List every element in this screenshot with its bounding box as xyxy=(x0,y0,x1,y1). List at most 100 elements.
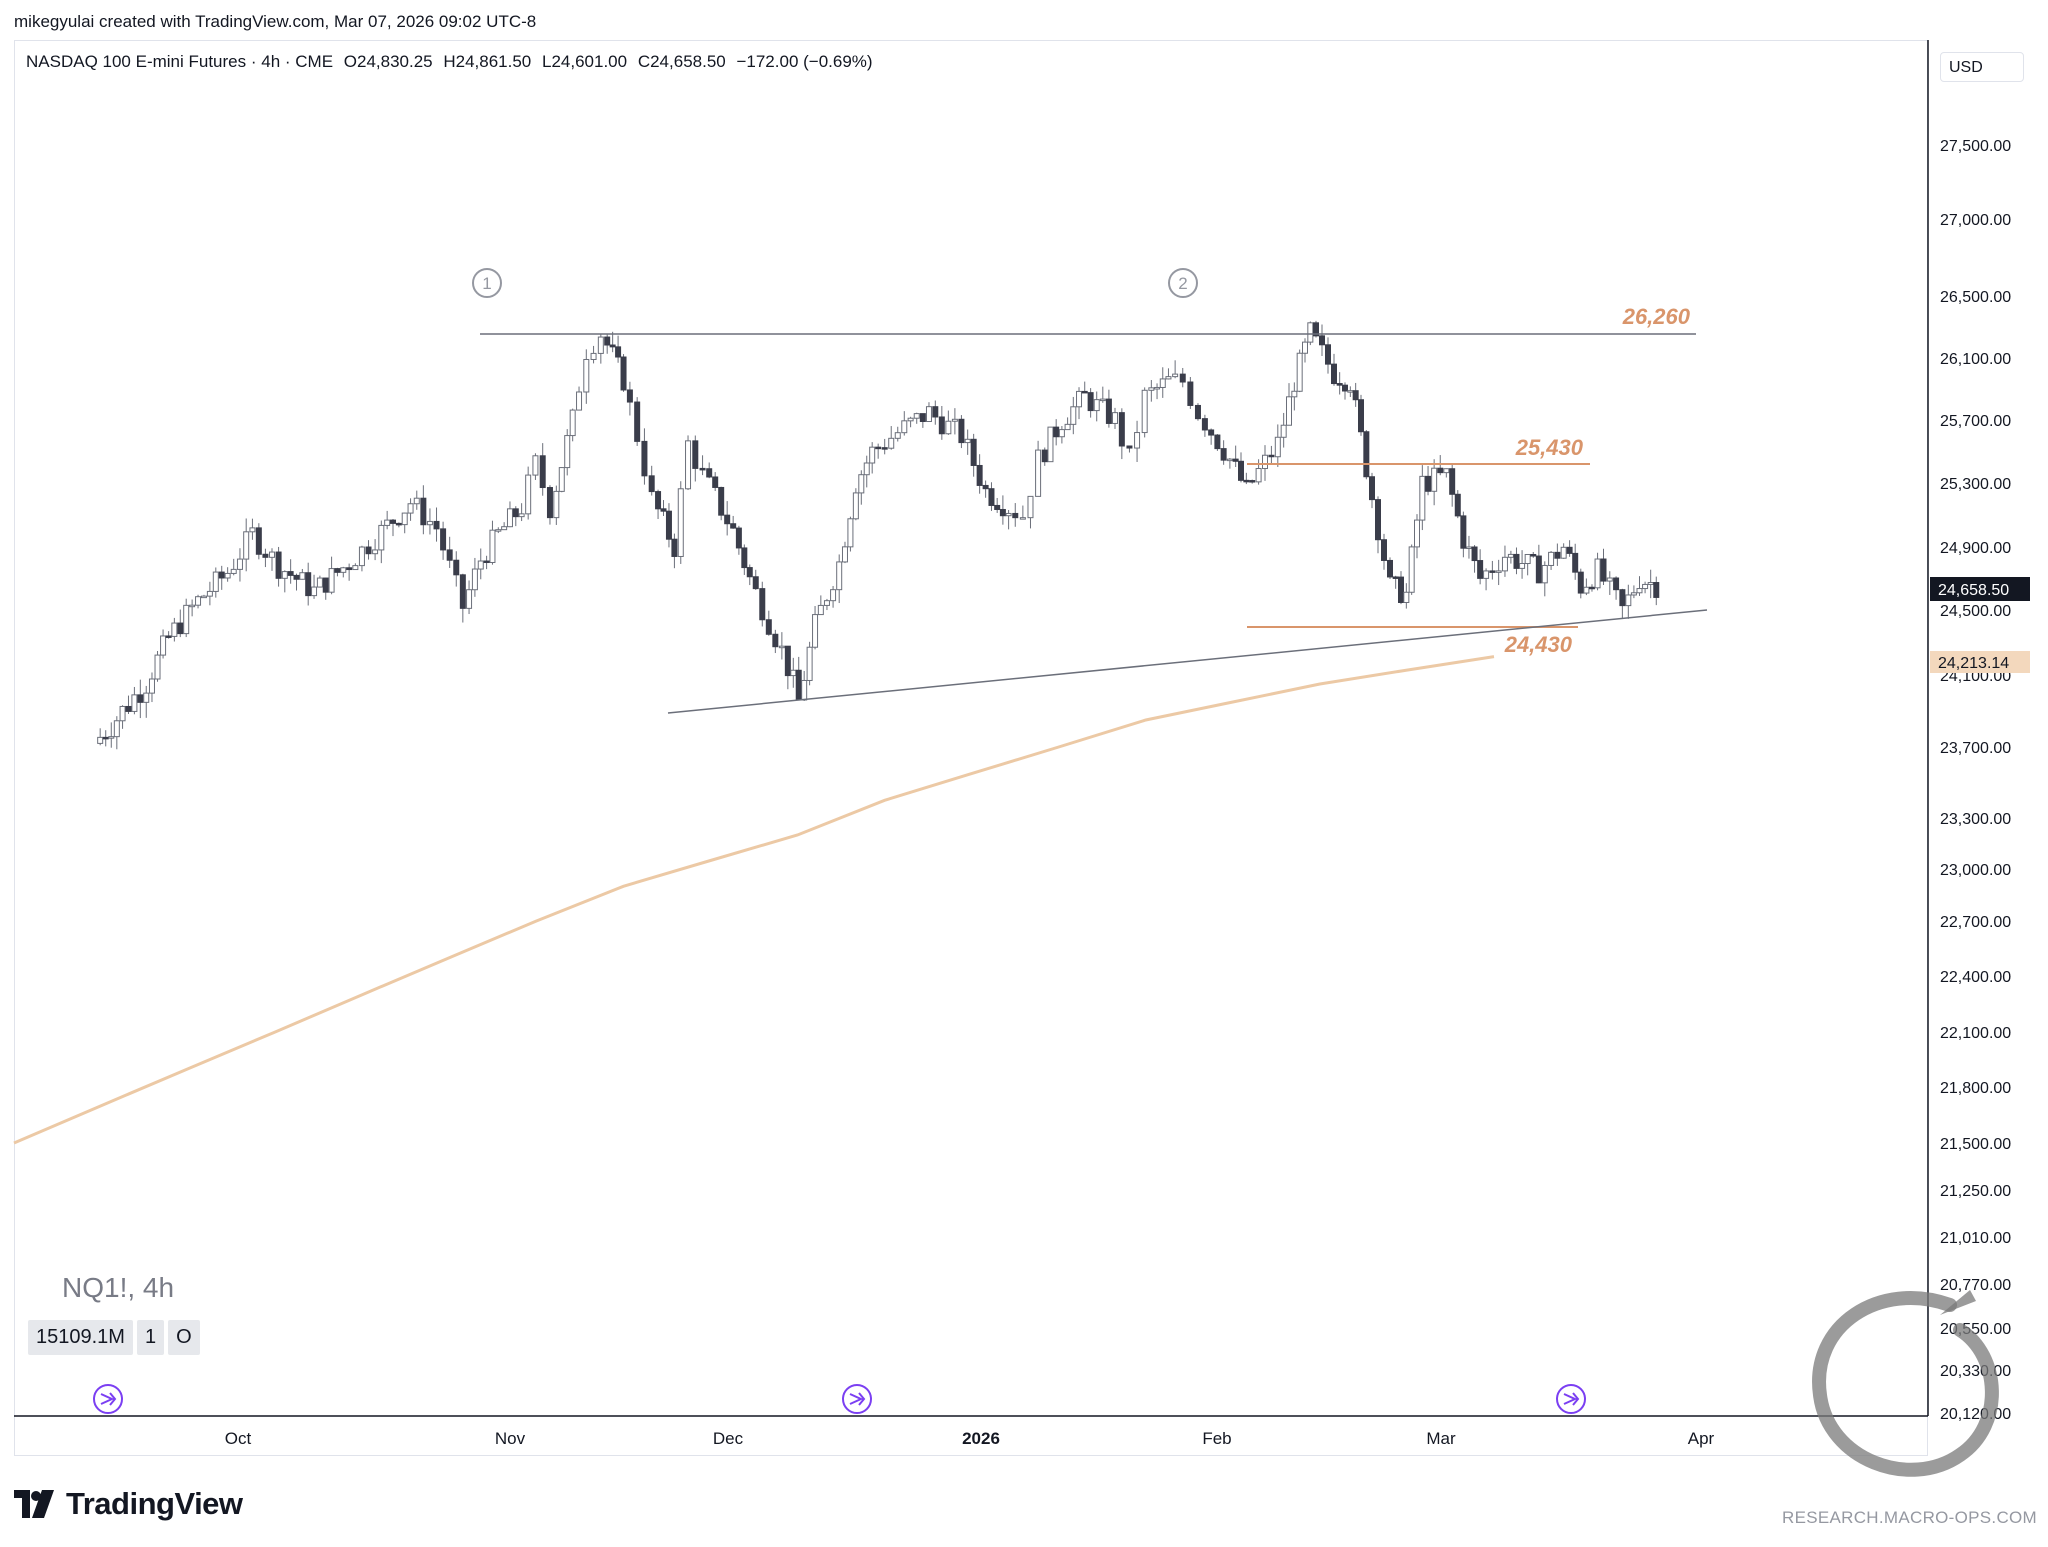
chart-author-line: mikegyulai created with TradingView.com,… xyxy=(14,12,537,31)
candle-body xyxy=(1243,479,1250,483)
candle-body xyxy=(583,358,590,393)
event-icon-arrow xyxy=(849,1392,866,1406)
candle-body xyxy=(113,720,120,738)
candle-body xyxy=(281,571,288,579)
open-value: O24,830.25 xyxy=(343,52,433,71)
legend-title: NQ1!, 4h xyxy=(62,1272,175,1303)
candle-body xyxy=(1454,493,1461,517)
candle-body xyxy=(1630,592,1637,596)
level-label-26260: 26,260 xyxy=(1622,304,1691,329)
candle-body xyxy=(881,447,888,450)
candle-body xyxy=(569,409,576,437)
candle-body xyxy=(183,604,190,635)
candle-body xyxy=(287,571,294,576)
event-icon-circle xyxy=(1556,1384,1586,1414)
candle-body xyxy=(154,654,161,680)
candle-body xyxy=(1398,576,1404,603)
candle-body xyxy=(1005,512,1012,517)
candle-body xyxy=(316,577,323,588)
candle-body xyxy=(1465,546,1472,549)
candle-body xyxy=(119,705,126,722)
candle-body xyxy=(1238,460,1244,481)
tradingview-logo: TradingView xyxy=(14,1486,243,1522)
candle-body xyxy=(778,645,785,649)
candle-body xyxy=(1375,499,1381,541)
candle-body xyxy=(790,669,797,677)
candle-body xyxy=(925,406,932,423)
candle-body xyxy=(311,586,318,597)
candle-body xyxy=(1154,386,1161,390)
candle-body xyxy=(1035,449,1042,497)
candle-body xyxy=(1019,517,1026,520)
candle-body xyxy=(466,589,473,609)
candle-body xyxy=(641,440,648,477)
candle-body xyxy=(108,736,115,739)
candle-body xyxy=(212,571,219,592)
candle-body xyxy=(206,590,213,597)
candle-body xyxy=(1141,389,1148,434)
candle-body xyxy=(1220,448,1227,461)
candle-body xyxy=(1419,475,1426,521)
candle-body xyxy=(440,528,447,551)
candle-body xyxy=(1214,434,1221,450)
symbol-name: NASDAQ 100 E-mini Futures · 4h · CME xyxy=(26,52,334,71)
event-icon[interactable] xyxy=(93,1384,123,1414)
candle-body xyxy=(671,538,678,557)
candle-body xyxy=(1342,384,1348,392)
order-badge[interactable]: O xyxy=(168,1320,200,1355)
candle-body xyxy=(189,604,196,608)
candle-body xyxy=(352,565,359,571)
close-value: C24,658.50 xyxy=(637,52,726,71)
candle-body xyxy=(730,523,737,529)
y-tick-label: 26,100.00 xyxy=(1940,351,2011,368)
research-watermark: RESEARCH.MACRO-OPS.COM xyxy=(1782,1508,2038,1527)
candle-body xyxy=(195,596,202,606)
candle-body xyxy=(249,527,256,533)
candle-body xyxy=(293,574,300,580)
candle-body xyxy=(1495,570,1502,573)
candle-body xyxy=(604,336,611,346)
candle-body xyxy=(1583,586,1590,594)
candle-body xyxy=(1126,445,1133,449)
candle-body xyxy=(1134,432,1141,449)
candle-body xyxy=(1619,589,1626,607)
candle-body xyxy=(615,346,622,358)
interval-badge[interactable]: 1 xyxy=(136,1320,165,1355)
candle-body xyxy=(262,553,269,558)
event-icon[interactable] xyxy=(842,1384,872,1414)
candles-group xyxy=(97,320,1660,750)
candle-body xyxy=(765,619,772,635)
candle-body xyxy=(665,510,672,540)
volume-badge[interactable]: 15109.1M xyxy=(28,1320,133,1355)
candle-body xyxy=(1296,352,1303,392)
currency-selector[interactable]: USD xyxy=(1940,52,2024,82)
y-tick-label: 27,000.00 xyxy=(1940,212,2011,229)
candle-body xyxy=(564,435,571,469)
candle-body xyxy=(131,694,138,712)
ouroboros-logo xyxy=(1812,1290,1999,1477)
candle-body xyxy=(1519,563,1526,569)
candle-body xyxy=(1606,577,1613,582)
candle-body xyxy=(1118,412,1125,447)
candle-body xyxy=(1148,387,1155,391)
candle-body xyxy=(692,440,699,469)
candle-body xyxy=(938,416,945,435)
wave-marker xyxy=(472,268,502,298)
candle-body xyxy=(1336,383,1343,386)
candle-body xyxy=(1313,322,1319,337)
candle-body xyxy=(1232,458,1239,462)
wave-label: 2 xyxy=(1178,274,1187,293)
candle-body xyxy=(390,519,397,524)
y-tick-label: 21,250.00 xyxy=(1940,1183,2011,1200)
event-icon[interactable] xyxy=(1556,1384,1586,1414)
candle-body xyxy=(1431,467,1438,492)
candle-body xyxy=(784,645,791,677)
candle-body xyxy=(148,678,155,694)
candle-body xyxy=(1249,480,1256,483)
candle-body xyxy=(255,527,262,555)
candle-body xyxy=(660,508,667,512)
candle-body xyxy=(218,571,225,579)
candle-body xyxy=(801,679,808,701)
last-price-tag xyxy=(1930,577,2030,601)
